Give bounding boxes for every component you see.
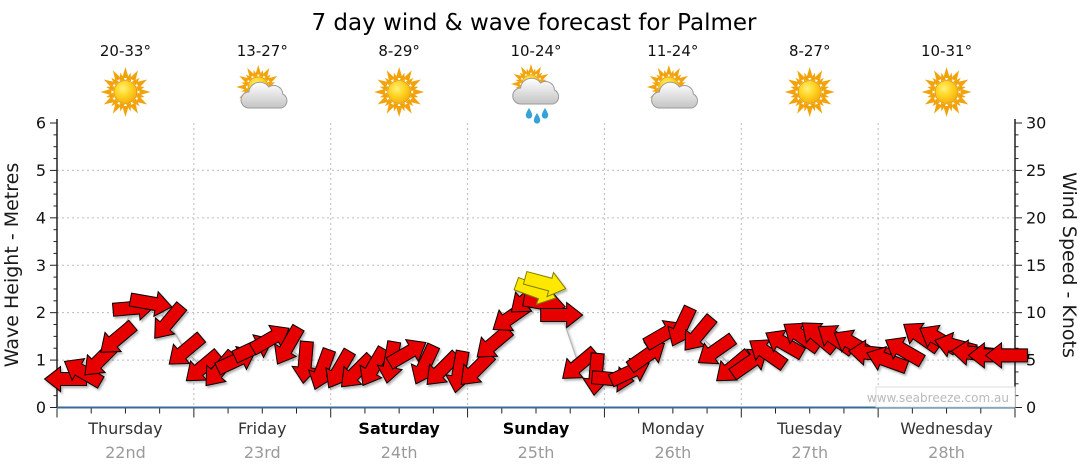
left-axis-tick-label: 2 <box>36 303 46 322</box>
weather-icon-showers <box>510 64 560 124</box>
cloud-shape <box>512 77 560 105</box>
x-axis-day-label: Thursday <box>87 419 162 438</box>
x-axis-date-label: 22nd <box>105 443 146 462</box>
left-axis-tick-label: 0 <box>36 398 46 417</box>
chart-title: 7 day wind & wave forecast for Palmer <box>311 10 757 36</box>
day-header: 20-33° Thursday 22nd 13-27° Friday 23rd 8-29° S… <box>87 42 993 462</box>
weather-icon-sunny <box>784 67 835 117</box>
x-axis-date-label: 27th <box>791 443 828 462</box>
x-axis-day-label: Wednesday <box>900 419 993 438</box>
temperature-range: 10-24° <box>510 42 561 60</box>
wind-arrow <box>884 336 926 368</box>
wind-arrow <box>749 339 789 372</box>
x-axis-day-label: Saturday <box>358 419 440 438</box>
left-axis-tick-label: 6 <box>36 114 46 133</box>
temperature-range: 13-27° <box>237 42 288 60</box>
x-axis-date-label: 23rd <box>244 443 281 462</box>
cloud-shape <box>651 81 699 109</box>
watermark: www.seabreeze.com.au <box>867 386 1016 408</box>
right-axis-tick-label: 25 <box>1026 161 1046 180</box>
wind-arrow <box>359 345 391 387</box>
right-axis-tick-label: 10 <box>1026 303 1046 322</box>
wind-arrow <box>273 323 305 365</box>
wind-arrow-series <box>43 270 1028 397</box>
raindrop-shape <box>533 113 541 124</box>
sun-shape <box>374 67 425 117</box>
wind-arrow <box>562 345 600 379</box>
left-axis-tick-label: 5 <box>36 161 46 180</box>
left-axis-tick-label: 1 <box>36 351 46 370</box>
wind-arrow <box>385 339 427 370</box>
watermark-text: www.seabreeze.com.au <box>867 391 1009 405</box>
x-axis-day-label: Friday <box>238 419 287 438</box>
x-axis-day-label: Sunday <box>503 419 570 438</box>
wind-arrow <box>684 313 718 351</box>
left-axis-tick-label: 4 <box>36 208 46 227</box>
temperature-range: 8-27° <box>789 42 831 60</box>
temperature-range: 20-33° <box>100 42 151 60</box>
raindrop-shape <box>541 108 549 119</box>
wind-arrow <box>540 301 584 329</box>
weather-icon-sunny <box>921 67 972 117</box>
right-axis-tick-label: 15 <box>1026 256 1046 275</box>
wind-arrow <box>697 332 738 365</box>
weather-icon-sunny <box>100 67 151 117</box>
left-axis-tick-label: 3 <box>36 256 46 275</box>
weather-icon-partly-cloudy <box>646 65 699 109</box>
right-axis-tick-label: 0 <box>1026 398 1036 417</box>
wind-arrow <box>984 341 1028 369</box>
wind-arrow <box>765 329 807 361</box>
wind-arrow <box>185 348 224 382</box>
weather-icon-sunny <box>374 67 425 117</box>
peak-wind-arrow <box>522 270 567 298</box>
x-axis-date-label: 28th <box>928 443 965 462</box>
x-axis-date-label: 25th <box>518 443 555 462</box>
right-axis-tick-label: 30 <box>1026 114 1046 133</box>
axes: 0 1 2 3 4 5 6 0 5 10 15 20 25 30 <box>36 114 1046 418</box>
x-axis-date-label: 24th <box>381 443 418 462</box>
sun-shape <box>784 67 835 117</box>
wind-arrow <box>426 349 463 385</box>
sun-shape <box>921 67 972 117</box>
raindrop-shape <box>525 108 533 119</box>
left-axis-title: Wave Height - Metres <box>1 163 23 367</box>
temperature-range: 10-31° <box>921 42 972 60</box>
x-axis-day-label: Tuesday <box>776 419 842 438</box>
right-axis-title: Wind Speed - Knots <box>1058 172 1080 358</box>
right-axis-tick-label: 5 <box>1026 351 1036 370</box>
x-axis-day-label: Monday <box>641 419 704 438</box>
wind-arrow <box>154 301 188 339</box>
wind-arrow <box>340 351 377 388</box>
cloud-shape <box>240 81 288 109</box>
right-axis-tick-label: 20 <box>1026 208 1046 227</box>
sun-shape <box>100 67 151 117</box>
wind-arrow <box>866 345 910 375</box>
temperature-range: 11-24° <box>647 42 698 60</box>
wind-arrow <box>168 331 207 365</box>
wind-arrow <box>128 290 173 318</box>
wind-arrow <box>63 357 105 389</box>
x-axis-date-label: 26th <box>654 443 691 462</box>
watermark-box <box>875 386 1016 408</box>
wind-arrow <box>100 319 138 353</box>
weather-icon-partly-cloudy <box>236 65 288 109</box>
temperature-range: 8-29° <box>378 42 420 60</box>
